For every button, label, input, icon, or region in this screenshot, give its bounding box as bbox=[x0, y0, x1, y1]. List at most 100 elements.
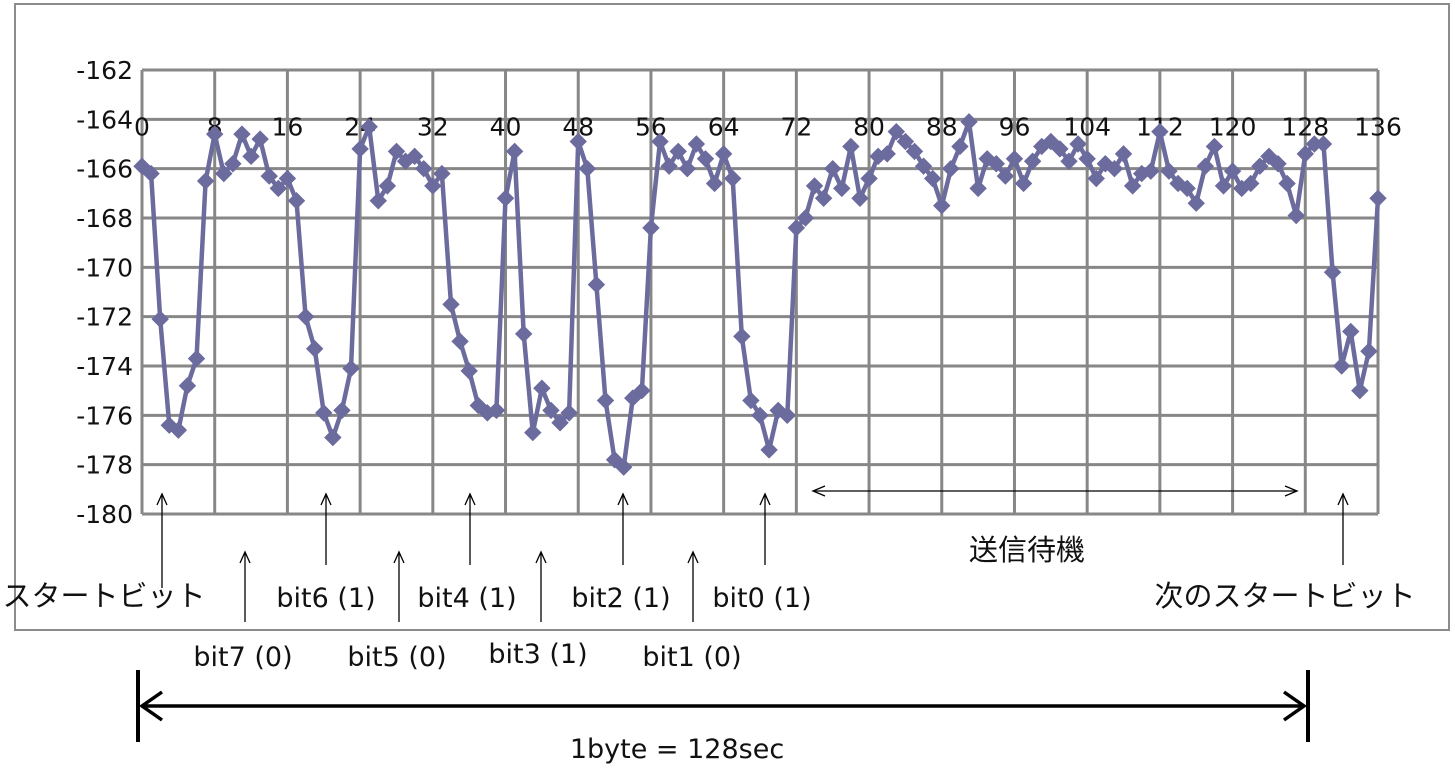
data-point bbox=[451, 332, 469, 351]
data-point bbox=[696, 150, 715, 168]
data-point bbox=[996, 167, 1015, 185]
label-bit3: bit3 (1) bbox=[488, 639, 587, 670]
label-bit1: bit1 (0) bbox=[642, 642, 741, 673]
data-point bbox=[496, 189, 515, 207]
data-point bbox=[160, 416, 178, 434]
data-point bbox=[860, 169, 878, 188]
data-point bbox=[233, 125, 251, 143]
data-point bbox=[933, 196, 951, 215]
data-point bbox=[923, 169, 942, 188]
data-point bbox=[724, 169, 742, 188]
data-point bbox=[542, 401, 560, 420]
data-point bbox=[1314, 135, 1333, 153]
arrow-byte-duration bbox=[136, 670, 1310, 742]
data-point bbox=[1123, 177, 1142, 195]
data-point bbox=[1087, 169, 1105, 188]
data-point bbox=[460, 362, 478, 380]
data-point bbox=[1142, 162, 1160, 180]
y-tick-label: -162 bbox=[76, 56, 133, 85]
y-tick-label: -164 bbox=[76, 105, 133, 134]
data-point bbox=[169, 421, 188, 439]
y-tick-label: -172 bbox=[76, 303, 133, 332]
label-bit4: bit4 (1) bbox=[417, 583, 516, 614]
data-point bbox=[269, 179, 288, 198]
data-point bbox=[333, 401, 351, 420]
arrow-bit2 bbox=[617, 492, 629, 565]
data-point bbox=[1160, 162, 1178, 180]
data-point bbox=[951, 137, 969, 156]
arrow-bit7 bbox=[239, 550, 251, 622]
x-tick-label: 32 bbox=[417, 112, 449, 141]
data-point bbox=[914, 157, 933, 175]
data-point bbox=[1278, 174, 1296, 193]
arrow-bit3 bbox=[535, 550, 547, 622]
arrow-bit0 bbox=[759, 492, 771, 565]
y-tick-labels: -162 -164 -166 -168 -170 -172 -174 -176 -178 -180 bbox=[76, 56, 133, 529]
x-tick-label: 72 bbox=[780, 112, 812, 141]
data-point bbox=[1069, 135, 1087, 153]
data-point bbox=[260, 167, 278, 185]
data-point bbox=[805, 177, 824, 195]
data-point bbox=[742, 391, 760, 410]
data-point bbox=[1296, 145, 1314, 163]
data-point bbox=[1187, 194, 1205, 212]
data-point bbox=[905, 142, 924, 161]
data-point bbox=[1014, 174, 1033, 193]
data-point bbox=[978, 150, 996, 168]
x-tick-label: 88 bbox=[926, 112, 958, 141]
data-point bbox=[351, 140, 369, 158]
data-point bbox=[569, 132, 587, 151]
arrow-bit6 bbox=[320, 492, 332, 565]
y-tick-label: -168 bbox=[76, 204, 133, 233]
data-point bbox=[505, 142, 524, 161]
data-point bbox=[787, 219, 806, 237]
data-point bbox=[433, 164, 451, 183]
data-point bbox=[1114, 145, 1133, 163]
label-bit2: bit2 (1) bbox=[571, 583, 670, 614]
data-point bbox=[205, 125, 224, 143]
label-start-bit: スタートビット bbox=[2, 579, 205, 613]
label-standby: 送信待機 bbox=[969, 533, 1085, 567]
data-point bbox=[533, 379, 551, 397]
data-point bbox=[151, 310, 169, 328]
data-point bbox=[251, 130, 269, 148]
data-point bbox=[1214, 177, 1233, 195]
data-point bbox=[1005, 150, 1024, 168]
x-tick-label: 16 bbox=[272, 112, 304, 141]
data-point bbox=[1051, 140, 1069, 158]
data-point bbox=[242, 147, 260, 166]
data-point bbox=[1287, 206, 1305, 225]
data-point bbox=[614, 458, 633, 476]
data-point bbox=[405, 147, 424, 166]
y-tick-label: -180 bbox=[76, 500, 133, 529]
data-point bbox=[660, 157, 678, 175]
data-point bbox=[842, 137, 860, 156]
data-point bbox=[578, 159, 597, 178]
data-point bbox=[387, 142, 406, 161]
data-point bbox=[705, 174, 724, 193]
y-tick-label: -176 bbox=[76, 401, 133, 430]
data-point bbox=[1332, 357, 1351, 375]
data-point bbox=[814, 189, 833, 207]
data-point bbox=[1360, 342, 1378, 360]
data-point bbox=[778, 406, 796, 425]
data-point bbox=[1269, 155, 1287, 173]
data-point bbox=[687, 135, 706, 153]
data-point bbox=[960, 113, 978, 131]
data-point bbox=[823, 159, 842, 178]
data-point bbox=[1323, 263, 1342, 281]
data-point bbox=[642, 219, 660, 237]
data-point bbox=[487, 401, 506, 420]
data-point bbox=[142, 164, 160, 183]
data-point bbox=[369, 192, 388, 210]
label-bit6: bit6 (1) bbox=[276, 583, 375, 614]
series-signal bbox=[133, 113, 1387, 476]
arrow-bit1 bbox=[687, 550, 699, 622]
data-point bbox=[1078, 150, 1096, 168]
x-tick-label: 40 bbox=[490, 112, 522, 141]
data-point bbox=[1251, 157, 1269, 175]
data-point bbox=[305, 340, 324, 358]
annotation-labels: スタートビット bit7 (0) bit6 (1) bit5 (0) bit4 … bbox=[2, 533, 1415, 765]
data-point bbox=[287, 192, 306, 210]
data-point bbox=[524, 423, 542, 442]
